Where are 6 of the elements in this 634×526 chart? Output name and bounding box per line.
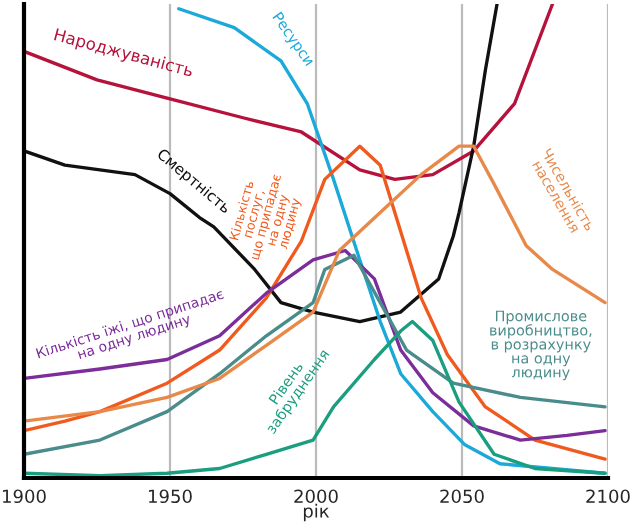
x-axis-title: рік	[303, 503, 330, 522]
x-tick-label: 1900	[3, 489, 46, 504]
x-tick-label: 2050	[440, 489, 484, 504]
x-tick-label: 1950	[149, 489, 192, 504]
x-tick-label: 2000	[294, 489, 338, 504]
x-tick-label: 2100	[586, 489, 630, 504]
